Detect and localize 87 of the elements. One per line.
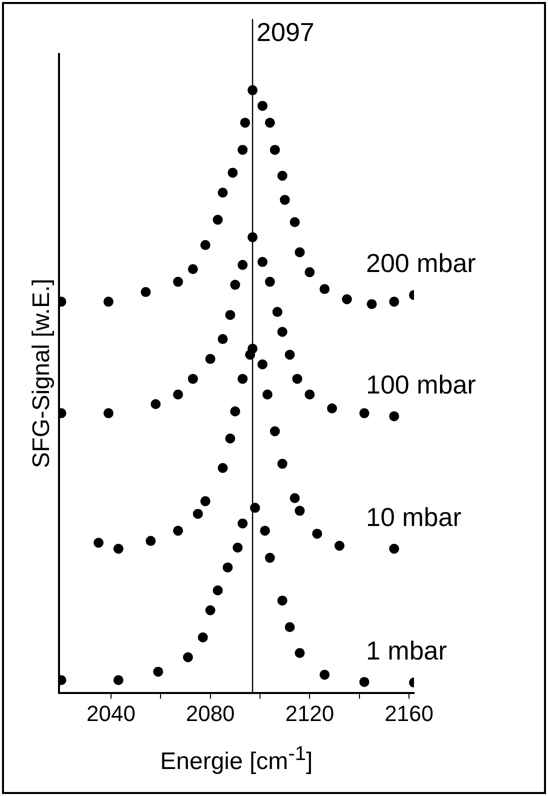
point [264, 552, 275, 563]
point [94, 538, 104, 548]
point [260, 526, 270, 536]
point [389, 296, 400, 307]
x-tick-label: 2160 [384, 701, 434, 726]
point [277, 596, 288, 606]
point [290, 493, 300, 504]
point [188, 374, 198, 384]
point [173, 389, 184, 400]
point [173, 276, 184, 287]
point [238, 374, 248, 384]
point [327, 403, 338, 414]
point [150, 399, 161, 410]
ref-line-label: 2097 [256, 17, 314, 48]
point [277, 458, 288, 469]
x-tick-label: 2040 [86, 701, 136, 726]
point [140, 287, 151, 298]
point [270, 426, 280, 436]
series-label: 200 mbar [366, 248, 476, 278]
point [304, 389, 315, 400]
point [304, 267, 315, 278]
point [200, 240, 210, 250]
point [272, 306, 282, 317]
point [359, 408, 370, 418]
point [228, 168, 238, 178]
point [320, 284, 330, 294]
point [257, 359, 268, 370]
point [225, 433, 236, 444]
point [257, 256, 268, 267]
point [257, 100, 268, 111]
point [230, 406, 240, 416]
point [218, 188, 228, 198]
point [366, 299, 377, 310]
point [359, 676, 370, 687]
point [200, 496, 210, 506]
point [113, 544, 124, 554]
point [240, 118, 250, 128]
series-label: 100 mbar [366, 369, 476, 400]
point [146, 536, 156, 546]
point [188, 264, 198, 274]
point [113, 675, 124, 686]
point [312, 528, 322, 539]
point [238, 144, 248, 155]
point [280, 194, 290, 205]
y-axis-title: SFG-Signal [w.E.] [28, 278, 56, 468]
point [103, 296, 114, 307]
point [294, 506, 305, 516]
point [262, 389, 272, 400]
point [198, 632, 208, 642]
point [153, 666, 164, 677]
point [277, 326, 288, 337]
point [103, 408, 114, 418]
point [238, 518, 248, 528]
point [222, 562, 233, 572]
point [212, 585, 223, 596]
x-tick-label: 2120 [285, 701, 334, 726]
point [389, 411, 400, 422]
point [270, 144, 280, 155]
point [182, 652, 193, 662]
point [192, 508, 203, 519]
point [320, 670, 330, 680]
point [225, 310, 236, 320]
point [292, 374, 302, 384]
point [264, 118, 275, 128]
point [205, 605, 216, 616]
point [212, 214, 223, 225]
point [284, 350, 295, 360]
point [277, 170, 288, 181]
point [218, 334, 228, 344]
point [294, 247, 305, 258]
series-label: 1 mbar [366, 636, 448, 666]
point [232, 542, 243, 553]
point [205, 354, 216, 364]
point [389, 544, 400, 554]
point [284, 622, 295, 632]
point [218, 463, 228, 474]
point [334, 540, 344, 551]
point [238, 260, 248, 270]
x-axis-title: Energie [cm$^{-1}$] [160, 742, 313, 776]
x-tick-label: 2080 [186, 701, 235, 726]
point [294, 648, 305, 658]
point [264, 276, 275, 287]
point [173, 526, 184, 536]
point [230, 280, 240, 290]
point [342, 294, 352, 304]
series-label: 10 mbar [366, 502, 462, 532]
point [290, 217, 300, 228]
